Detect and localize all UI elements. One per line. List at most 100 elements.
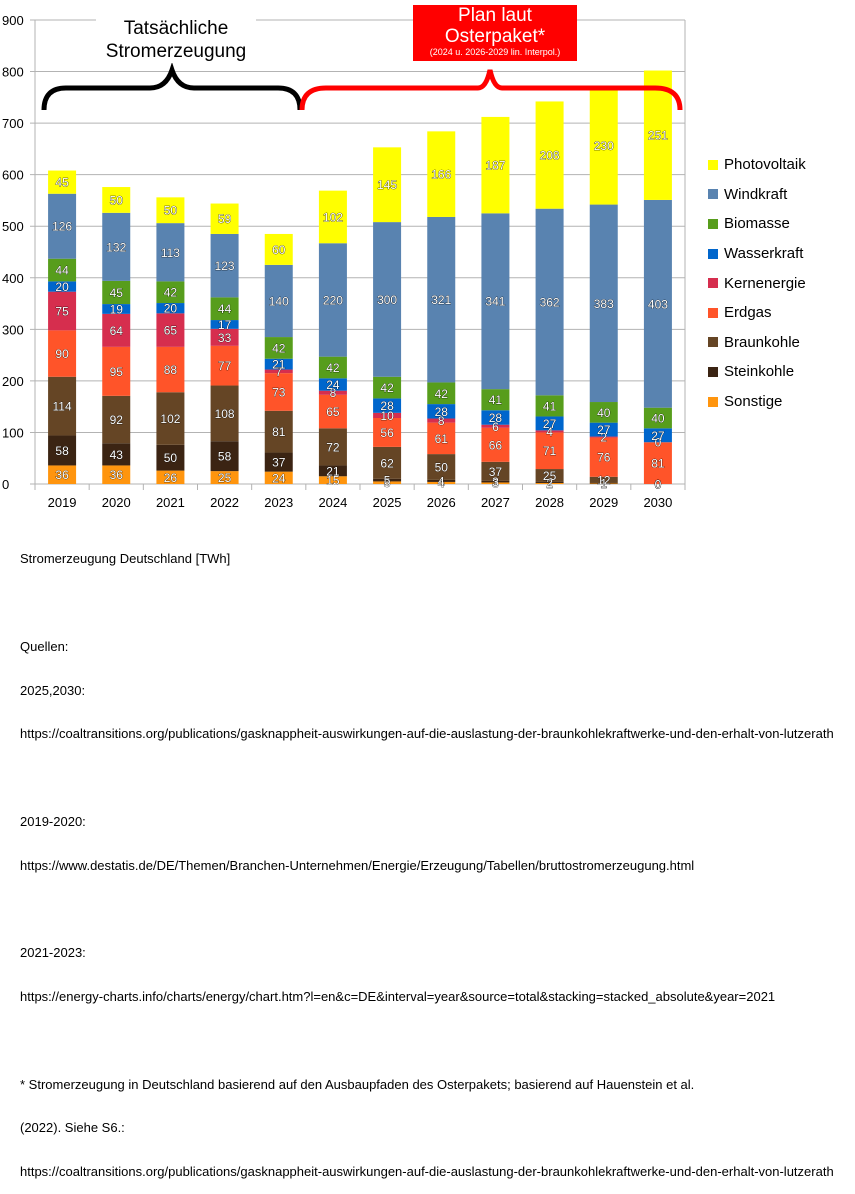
data-label: 0: [655, 436, 662, 450]
data-label: 27: [543, 417, 557, 431]
data-label: 64: [110, 324, 124, 338]
data-label: 73: [272, 385, 286, 399]
bar-segment: [210, 328, 239, 346]
bar-segment: [48, 435, 77, 466]
data-label: 2: [600, 431, 607, 445]
chart-notes: Stromerzeugung Deutschland [TWh] Quellen…: [20, 523, 834, 1194]
source-1-url: https://coaltransitions.org/publications…: [20, 726, 834, 742]
x-tick-label: 2023: [264, 495, 293, 510]
x-tick-label: 2021: [156, 495, 185, 510]
bar-segment: [427, 382, 456, 405]
y-tick-label: 200: [2, 374, 24, 389]
bar-segment: [210, 345, 239, 386]
data-label: 102: [160, 412, 180, 426]
data-label: 12: [597, 473, 611, 487]
bar-segment: [102, 395, 131, 444]
data-label: 132: [106, 240, 126, 254]
bar-segment: [373, 478, 402, 482]
y-tick-label: 500: [2, 219, 24, 234]
bar-segment: [156, 197, 185, 224]
x-tick-label: 2030: [643, 495, 672, 510]
y-tick-label: 300: [2, 322, 24, 337]
data-label: 25: [543, 469, 557, 483]
bar-segment: [373, 418, 402, 447]
bar-segment: [481, 213, 510, 390]
bar-segment: [589, 476, 618, 483]
bar-segment: [102, 304, 131, 314]
footnote-line-2: (2022). Siehe S6.:: [20, 1120, 125, 1136]
data-label: 56: [380, 426, 394, 440]
data-label: 123: [215, 259, 235, 273]
data-label: 50: [164, 204, 178, 218]
bar-segment: [156, 223, 185, 282]
bar-segment: [427, 481, 456, 484]
source-2-url: https://www.destatis.de/DE/Themen/Branch…: [20, 857, 695, 873]
bar-segment: [427, 404, 456, 419]
source-3-url: https://energy-charts.info/charts/energy…: [20, 989, 776, 1004]
data-label: 81: [272, 425, 286, 439]
bar-segment: [264, 471, 293, 484]
data-label: 341: [485, 295, 505, 309]
bar-segment: [264, 452, 293, 472]
data-label: 25: [218, 471, 232, 485]
bar-segment: [481, 427, 510, 462]
bar-segment: [264, 264, 293, 338]
bar-segment: [373, 481, 402, 484]
bar-segment: [48, 376, 77, 436]
bar-segment: [589, 482, 618, 484]
legend-swatch: [708, 218, 718, 229]
data-label: 75: [55, 305, 69, 319]
data-label: 65: [326, 405, 340, 419]
legend-item: Photovoltaik: [708, 150, 806, 180]
data-label: 166: [431, 168, 451, 182]
data-label: 76: [597, 451, 611, 465]
y-tick-label: 100: [2, 425, 24, 440]
bar-segment: [102, 443, 131, 466]
data-label: 8: [438, 414, 445, 428]
x-tick-label: 2020: [102, 495, 131, 510]
legend-item: Erdgas: [708, 298, 806, 328]
bar-segment: [48, 170, 77, 194]
bar-segment: [264, 337, 293, 359]
data-label: 88: [164, 363, 178, 377]
data-label: 77: [218, 359, 232, 373]
data-label: 28: [380, 399, 394, 413]
bar-segment: [589, 437, 618, 477]
y-tick-label: 900: [2, 13, 24, 28]
data-label: 45: [110, 286, 124, 300]
data-label: 44: [55, 264, 69, 278]
data-label: 19: [110, 302, 124, 316]
data-label: 92: [110, 413, 124, 427]
data-label: 220: [323, 293, 343, 307]
data-label: 300: [377, 293, 397, 307]
data-label: 362: [540, 296, 560, 310]
bar-segment: [264, 358, 293, 370]
legend-item: Steinkohle: [708, 357, 806, 387]
data-label: 27: [597, 423, 611, 437]
bar-segment: [589, 483, 618, 484]
bar-segment: [535, 481, 564, 483]
plan-annotation-line2: Osterpaket*: [444, 26, 546, 47]
actual-annotation-line1: Tatsächliche: [123, 18, 229, 39]
bar-segment: [318, 476, 347, 484]
bar-segment: [264, 410, 293, 453]
data-label: 24: [326, 378, 340, 392]
bar-segment: [535, 395, 564, 417]
data-label: 28: [489, 411, 503, 425]
data-label: 4: [438, 474, 445, 488]
data-label: 1: [600, 477, 607, 491]
data-label: 114: [53, 400, 72, 414]
bar-segment: [318, 378, 347, 391]
bar-segment: [210, 233, 239, 298]
data-label: 42: [164, 286, 178, 300]
data-label: 28: [435, 405, 449, 419]
chart-legend: Photovoltaik Windkraft Biomasse Wasserkraft…: [708, 150, 806, 416]
legend-item: Windkraft: [708, 180, 806, 210]
bar-segment: [481, 389, 510, 411]
data-label: 44: [218, 302, 232, 316]
data-label: 102: [323, 210, 343, 224]
data-label: 230: [594, 139, 614, 153]
bar-segment: [156, 346, 185, 393]
bar-segment: [589, 85, 618, 205]
